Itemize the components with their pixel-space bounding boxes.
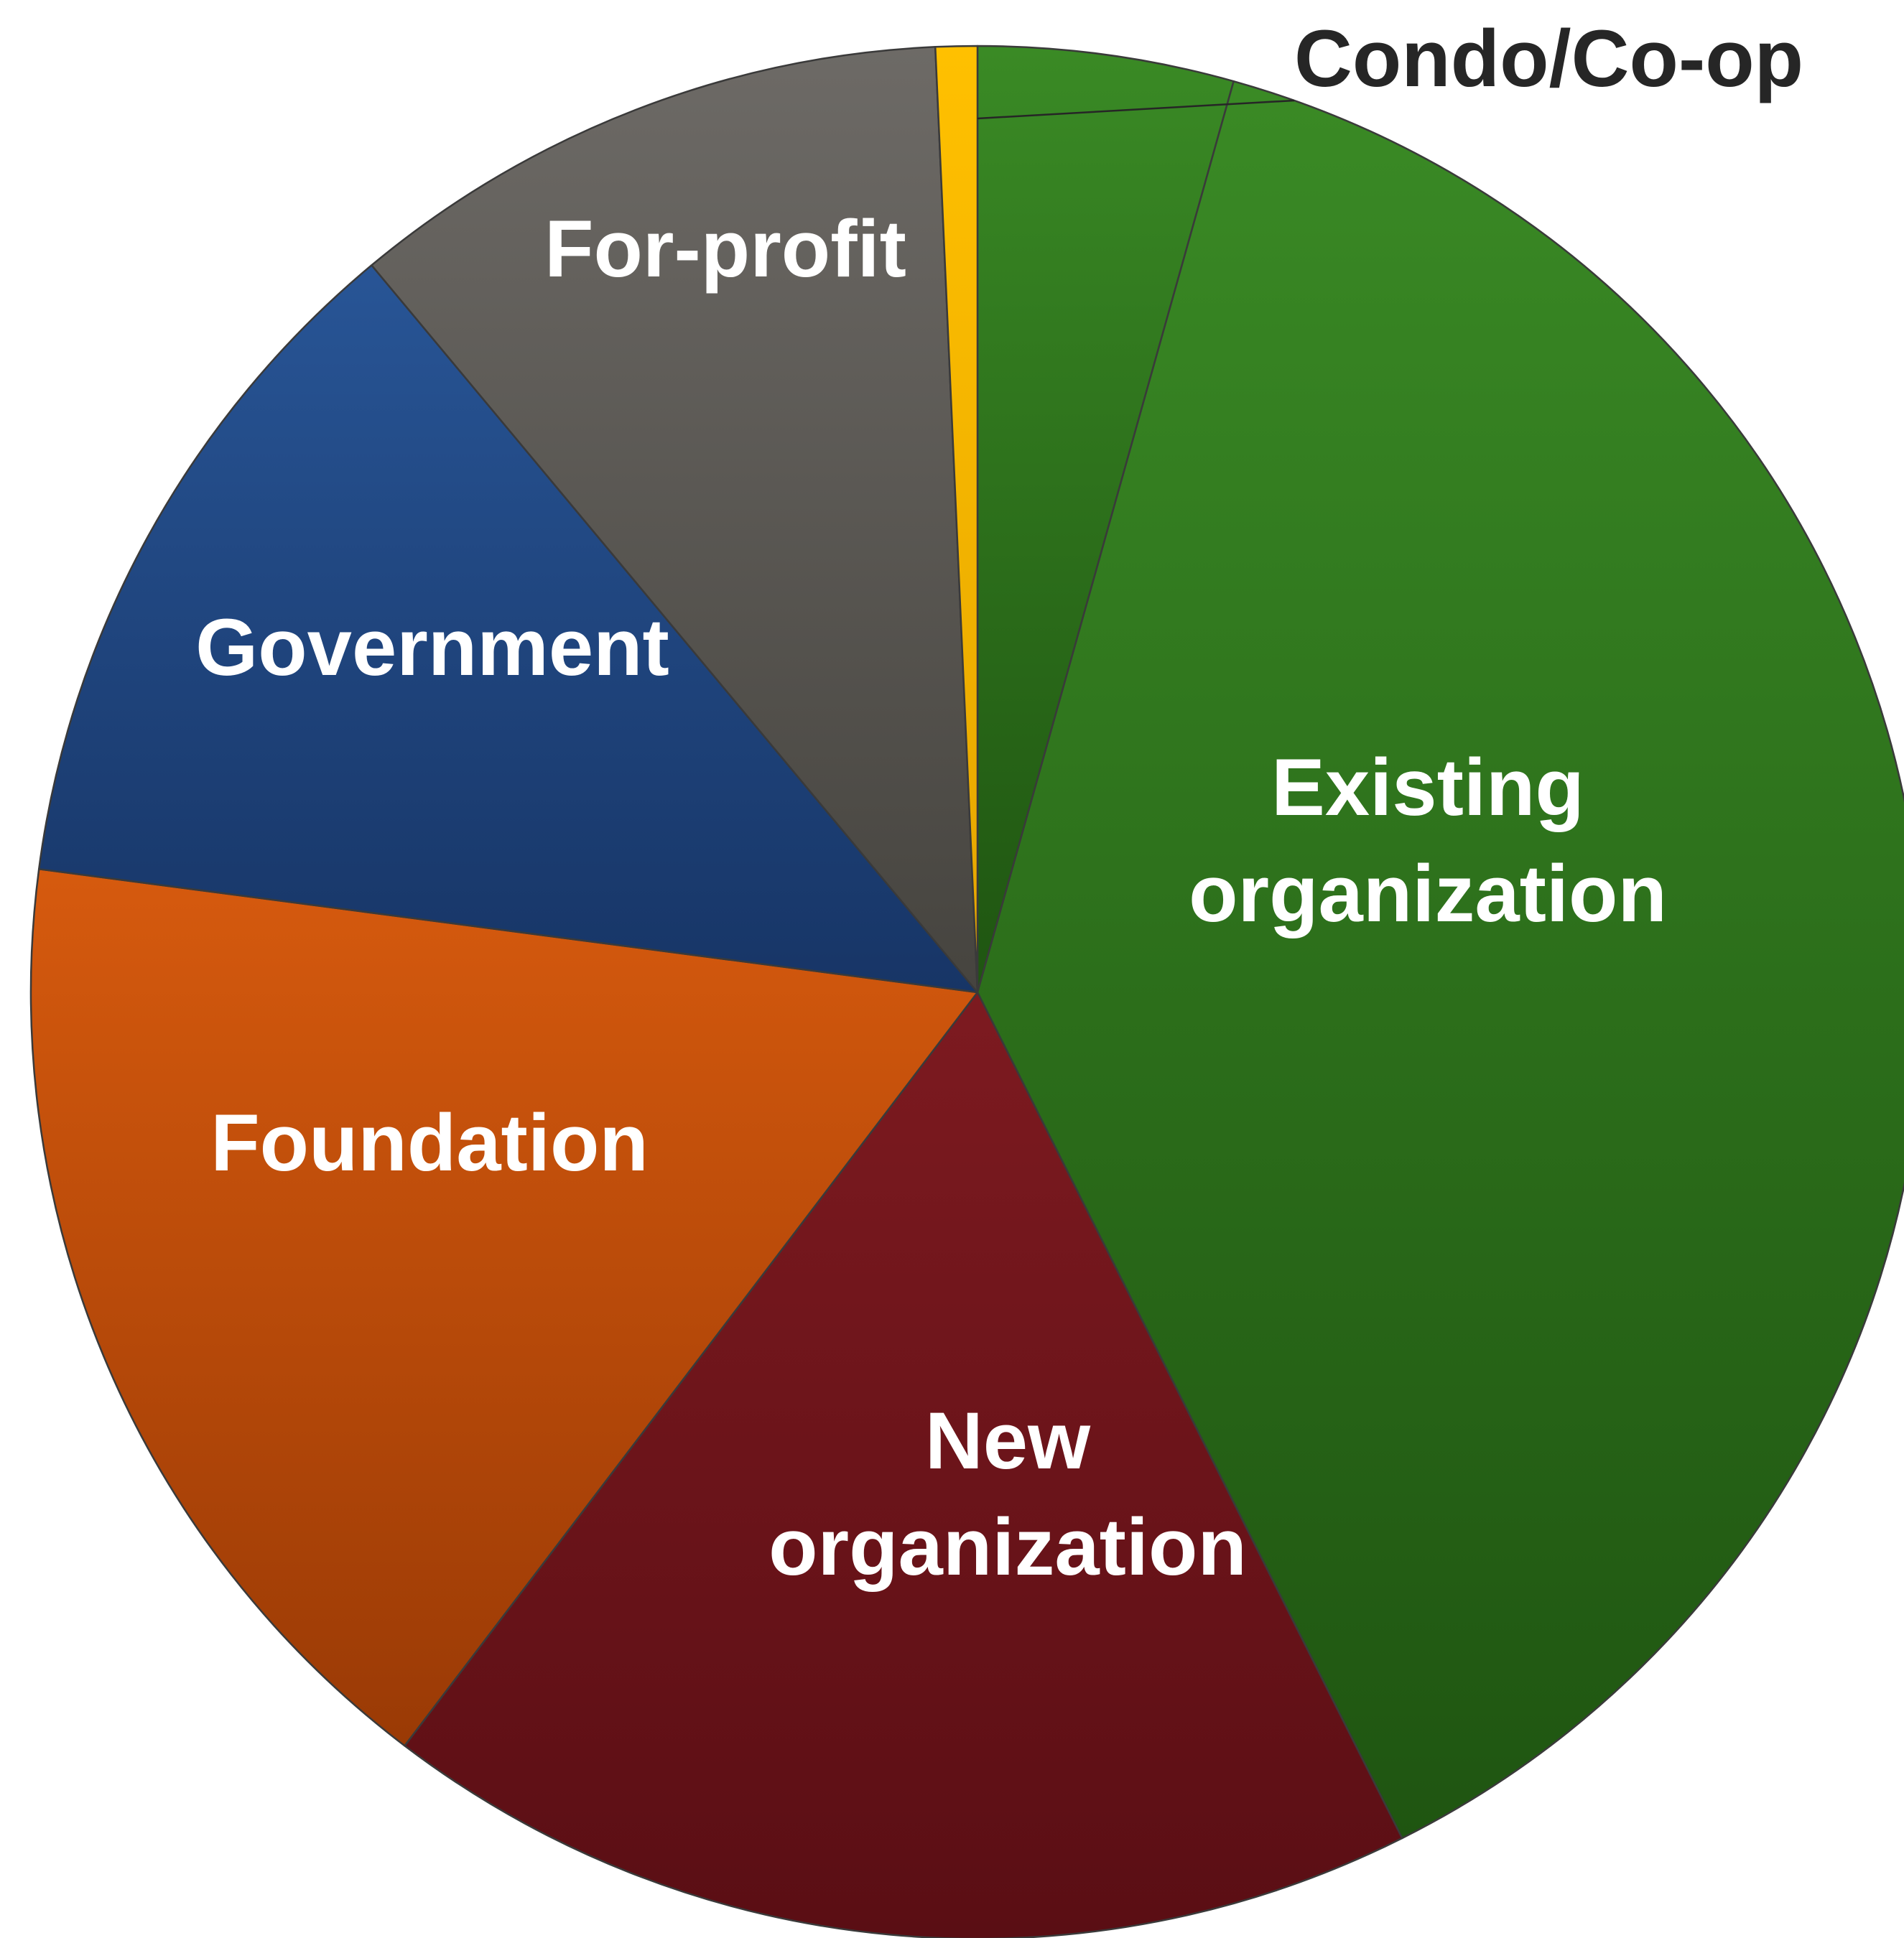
leader-line-condo-co-op — [977, 99, 1295, 120]
pie-slice-unlabeled-6 — [934, 45, 979, 994]
slice-label-government: Government — [195, 602, 669, 692]
pie-slices — [29, 45, 1904, 1938]
slice-labels: Condo/Co-op Existing organization New organi… — [195, 14, 1803, 1592]
pie-slice-for-profit — [371, 46, 979, 994]
pie-slice-new-organization — [404, 991, 1403, 1938]
slice-label-existing-organization: Existing organization — [1189, 742, 1667, 938]
slice-label-condo-co-op: Condo/Co-op — [1294, 14, 1803, 103]
pie-slice-government — [37, 264, 979, 994]
pie-slice-foundation — [29, 868, 979, 1747]
slice-label-new-organization: New organization — [768, 1396, 1247, 1592]
slice-label-foundation: Foundation — [210, 1098, 649, 1188]
leader-lines — [977, 99, 1295, 120]
pie-slice-existing-organization — [976, 80, 1904, 1840]
pie-slice-condo-co-op — [976, 45, 1235, 994]
slice-label-for-profit: For-profit — [544, 204, 906, 294]
